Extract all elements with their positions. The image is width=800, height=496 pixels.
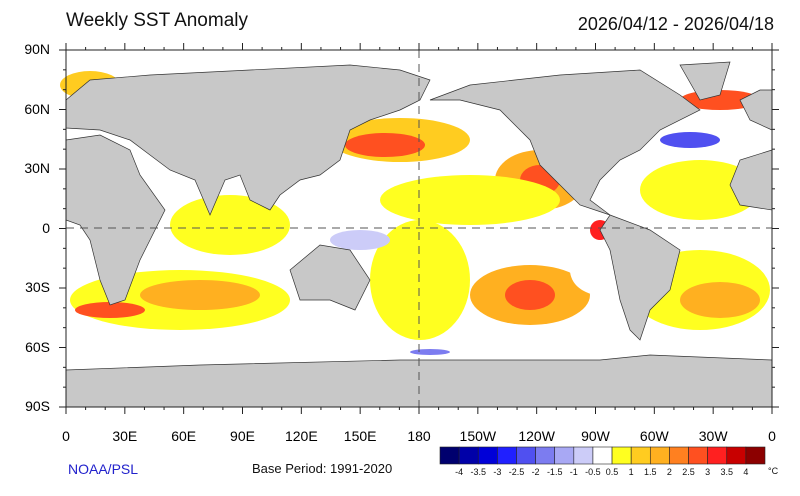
colorbar-swatch xyxy=(726,446,747,465)
colorbar-label: -2.5 xyxy=(508,467,525,477)
lat-label: 90N xyxy=(24,41,50,57)
colorbar-swatch xyxy=(439,446,460,465)
colorbar-swatch xyxy=(535,446,556,465)
colorbar-swatch xyxy=(516,446,536,465)
colorbar-swatch xyxy=(477,446,498,465)
colorbar-label: -3 xyxy=(493,467,502,477)
anomaly-patch xyxy=(345,133,425,157)
colorbar-label: -4 xyxy=(455,467,464,477)
anomaly-patch xyxy=(410,349,450,355)
colorbar-swatch xyxy=(630,446,651,465)
landmass xyxy=(429,69,701,216)
lat-label: 90S xyxy=(25,398,50,414)
lon-label: 180 xyxy=(407,428,431,444)
colorbar xyxy=(439,446,766,465)
colorbar-swatch xyxy=(707,446,728,465)
colorbar-label: 0.5 xyxy=(605,467,619,477)
landmass xyxy=(599,214,681,341)
colorbar-label: 2.5 xyxy=(682,467,695,477)
colorbar-label: -1 xyxy=(569,467,578,477)
colorbar-swatch xyxy=(669,446,689,465)
lon-label: 0 xyxy=(768,428,776,444)
lon-label: 150E xyxy=(343,428,377,444)
source-label: NOAA/PSL xyxy=(68,461,139,477)
lon-label: 120W xyxy=(518,428,555,444)
colorbar-label: -2 xyxy=(531,467,540,477)
colorbar-unit: °C xyxy=(768,466,779,476)
landmass xyxy=(65,64,431,216)
anomaly-patch xyxy=(170,195,290,255)
axis-ticks xyxy=(59,43,779,414)
colorbar-label: 1 xyxy=(628,467,634,477)
anomaly-patch xyxy=(640,160,760,220)
lon-label: 30W xyxy=(698,428,728,444)
lon-label: 0 xyxy=(62,428,70,444)
colorbar-swatch xyxy=(554,446,575,465)
colorbar-swatch xyxy=(688,446,708,465)
anomaly-patch xyxy=(380,175,560,225)
colorbar-swatch xyxy=(611,446,632,465)
anomaly-patch xyxy=(370,220,470,340)
lon-label: 90E xyxy=(230,428,255,444)
lon-label: 30E xyxy=(112,428,138,444)
lon-label: 60E xyxy=(171,428,197,444)
lat-label: 30S xyxy=(25,279,50,295)
colorbar-swatch xyxy=(497,446,517,465)
lat-label: 30N xyxy=(24,160,50,176)
colorbar-swatch xyxy=(458,446,479,465)
land xyxy=(65,61,773,408)
lon-label: 90W xyxy=(581,428,610,444)
colorbar-label: -3.5 xyxy=(470,467,486,477)
anomaly-patch xyxy=(660,132,720,148)
colorbar-label: 3.5 xyxy=(720,467,733,477)
map-title: Weekly SST Anomaly xyxy=(66,10,248,31)
colorbar-swatch xyxy=(745,446,766,465)
lon-label: 120E xyxy=(284,428,318,444)
colorbar-swatch xyxy=(573,446,594,465)
lat-label: 0 xyxy=(42,219,50,236)
colorbar-label: 2 xyxy=(666,467,672,477)
landmass xyxy=(679,61,731,101)
anomaly-patch xyxy=(505,280,555,310)
anomaly-patch xyxy=(330,230,390,250)
lon-label: 150W xyxy=(459,428,497,444)
colorbar-label: 4 xyxy=(743,467,749,477)
anomaly-patch xyxy=(680,282,760,318)
lon-label: 60W xyxy=(639,428,669,444)
colorbar-label: 1.5 xyxy=(644,467,657,477)
colorbar-swatch xyxy=(649,446,670,465)
anomaly-patch xyxy=(75,302,145,318)
colorbar-label: -1.5 xyxy=(546,467,563,477)
landmass xyxy=(289,244,371,311)
colorbar-label: -0.5 xyxy=(585,467,601,477)
lat-label: 60N xyxy=(24,100,50,117)
base-period: Base Period: 1991-2020 xyxy=(252,461,393,476)
lat-label: 60S xyxy=(25,338,50,355)
colorbar-swatch xyxy=(592,446,613,465)
anomaly-patch xyxy=(140,280,260,310)
date-range: 2026/04/12 - 2026/04/18 xyxy=(577,14,774,34)
colorbar-label: 3 xyxy=(705,467,711,477)
